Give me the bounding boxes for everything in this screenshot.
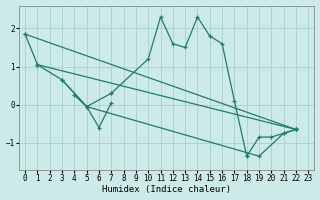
- X-axis label: Humidex (Indice chaleur): Humidex (Indice chaleur): [102, 185, 231, 194]
